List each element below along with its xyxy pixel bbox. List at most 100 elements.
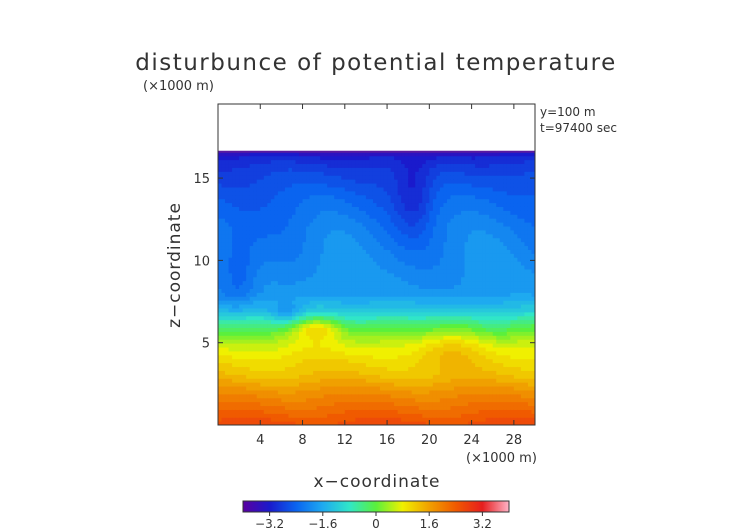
field-cell [418, 339, 423, 344]
field-cell [295, 401, 300, 407]
field-cell [453, 202, 459, 207]
field-cell [355, 222, 360, 227]
field-cell [267, 362, 272, 368]
field-cell [218, 311, 223, 317]
field-cell [232, 186, 237, 192]
field-cell [274, 194, 279, 200]
field-cell [242, 358, 247, 364]
field-cell [242, 311, 247, 317]
field-cell [348, 417, 353, 422]
field-cell [422, 159, 427, 165]
field-cell [309, 167, 314, 172]
field-cell [358, 284, 364, 289]
field-cell [408, 307, 413, 313]
field-cell [418, 249, 423, 254]
field-cell [291, 346, 297, 352]
field-cell [313, 225, 318, 231]
field-cell [461, 163, 466, 168]
field-cell [263, 343, 268, 348]
field-cell [415, 296, 420, 301]
field-cell [362, 253, 367, 258]
field-cell [401, 222, 406, 227]
field-cell [256, 159, 261, 165]
field-cell [365, 167, 371, 172]
field-cell [411, 335, 416, 340]
field-cell [453, 303, 459, 309]
field-cell [401, 378, 406, 383]
field-cell [253, 303, 258, 309]
field-cell [306, 245, 311, 250]
field-cell [397, 284, 402, 289]
field-cell [323, 370, 328, 375]
field-cell [358, 163, 364, 168]
field-cell [439, 225, 445, 231]
field-cell [436, 233, 441, 239]
field-cell [337, 222, 342, 227]
field-cell [446, 311, 452, 317]
field-cell [306, 214, 311, 219]
field-cell [218, 354, 223, 360]
field-cell [404, 198, 409, 204]
field-cell [464, 276, 469, 282]
field-cell [372, 222, 378, 227]
field-cell [439, 358, 445, 364]
field-cell [263, 421, 268, 425]
field-cell [284, 385, 290, 391]
field-cell [461, 358, 466, 364]
field-cell [295, 393, 300, 399]
field-cell [270, 241, 275, 247]
field-cell [397, 261, 402, 266]
field-cell [436, 276, 441, 282]
field-cell [380, 382, 385, 387]
field-cell [383, 206, 388, 211]
field-cell [436, 167, 441, 172]
field-cell [256, 249, 261, 254]
field-cell [263, 311, 268, 317]
field-cell [334, 179, 339, 184]
field-cell [450, 284, 455, 289]
field-cell [411, 296, 416, 301]
field-cell [225, 163, 230, 168]
field-cell [221, 163, 226, 168]
field-cell [344, 343, 349, 348]
field-cell [401, 167, 406, 172]
field-cell [288, 272, 293, 278]
field-cell [432, 229, 437, 235]
field-cell [320, 343, 325, 348]
field-cell [341, 323, 346, 328]
field-cell [439, 241, 445, 247]
field-cell [316, 253, 321, 258]
field-cell [351, 382, 356, 387]
field-cell [432, 284, 437, 289]
field-cell [453, 249, 459, 254]
field-cell [355, 346, 360, 352]
field-cell [295, 358, 300, 364]
field-cell [277, 206, 282, 211]
field-cell [242, 268, 247, 274]
field-cell [267, 374, 272, 379]
field-cell [334, 401, 339, 407]
field-cell [242, 229, 247, 235]
field-cell [221, 233, 226, 239]
field-cell [260, 370, 265, 375]
field-cell [225, 288, 230, 293]
field-cell [397, 288, 402, 293]
field-cell [348, 303, 353, 309]
field-cell [256, 405, 261, 410]
field-cell [461, 272, 466, 278]
field-cell [267, 257, 272, 262]
field-cell [358, 241, 364, 247]
field-cell [425, 385, 430, 391]
field-cell [232, 350, 237, 356]
field-cell [284, 280, 290, 286]
field-cell [291, 358, 297, 364]
field-cell [246, 202, 251, 207]
field-cell [365, 397, 371, 403]
field-cell [256, 163, 261, 168]
field-cell [256, 151, 261, 157]
field-cell [270, 186, 275, 192]
field-cell [411, 397, 416, 403]
field-cell [232, 292, 237, 297]
field-cell [418, 300, 423, 305]
field-cell [334, 335, 339, 340]
